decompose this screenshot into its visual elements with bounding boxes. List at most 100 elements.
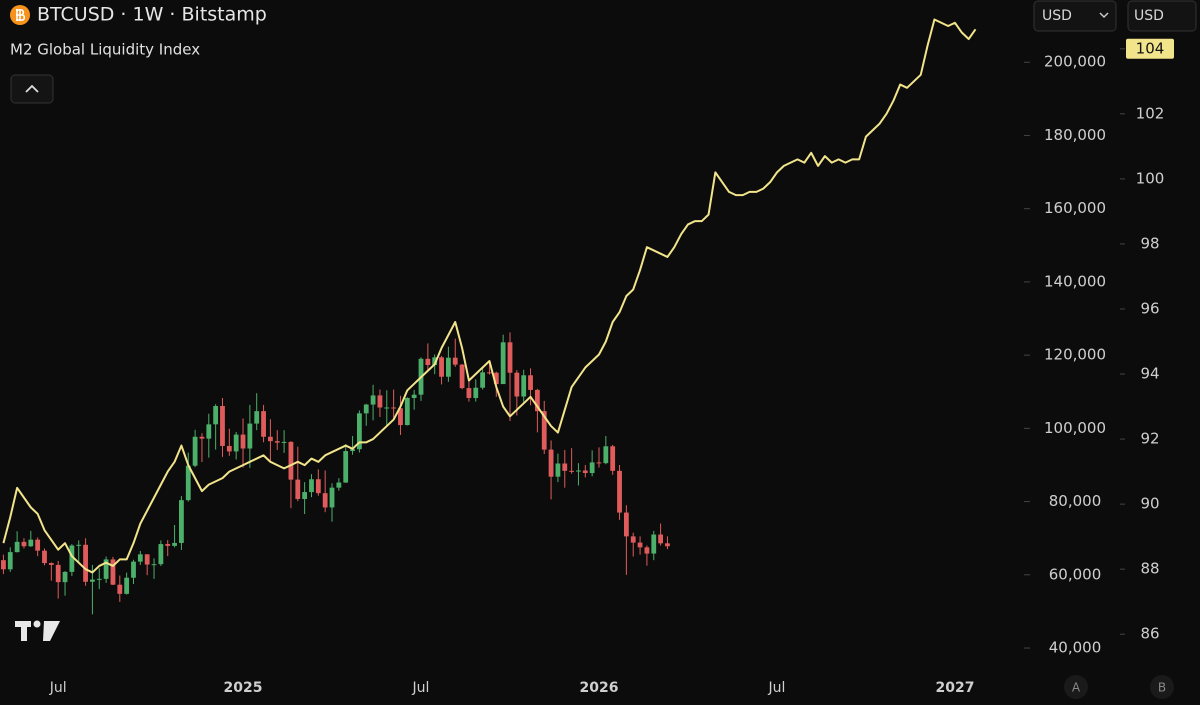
candle-body [507, 342, 513, 373]
candle-body [309, 479, 314, 493]
candle-body [569, 470, 575, 472]
scale-button-label: A [1072, 681, 1081, 695]
y2-tick-label: 90 [1140, 495, 1159, 513]
candle-body [493, 372, 499, 385]
candle-body [391, 407, 397, 409]
value-badge [1126, 38, 1174, 59]
scale-button[interactable] [1064, 675, 1088, 699]
candle-body [206, 424, 212, 439]
candle-body [254, 411, 260, 424]
candle-body [199, 436, 205, 439]
candle-body [42, 550, 47, 564]
candle-body [665, 543, 670, 547]
x-tick-label: Jul [412, 680, 430, 696]
x-tick-label: 2026 [580, 680, 619, 696]
y-tick-label: 160,000 [1044, 199, 1106, 217]
candle-body [7, 552, 13, 570]
candle-body [500, 342, 506, 385]
currency-select[interactable] [1033, 0, 1117, 32]
candle-body [110, 559, 116, 585]
candle-body [117, 584, 123, 594]
candle-body [637, 542, 643, 548]
chevron-up [25, 84, 39, 93]
candle-body [439, 357, 444, 377]
candle-body [343, 451, 349, 483]
y-tick-label: 140,000 [1044, 272, 1106, 290]
y2-tick-label: 94 [1140, 365, 1159, 383]
chevron-down [1099, 12, 1109, 19]
candle-body [350, 449, 355, 452]
y-tick-label: 100,000 [1044, 419, 1106, 437]
candle-body [589, 462, 595, 474]
currency-select[interactable] [1127, 0, 1197, 32]
candle-body [630, 536, 636, 543]
candle-body [480, 372, 486, 388]
candle-body [288, 441, 294, 480]
candle-body [521, 375, 527, 397]
collapse-button[interactable] [10, 74, 54, 104]
y-tick-label: 180,000 [1044, 126, 1106, 144]
x-tick-label: 2027 [935, 680, 974, 696]
candle-body [165, 544, 171, 546]
candle-body [576, 470, 581, 472]
candle-body [1, 560, 6, 570]
candle-body [302, 492, 308, 500]
candle-body [144, 554, 150, 565]
candle-body [514, 372, 520, 397]
candle-body [192, 436, 198, 466]
candle-body [617, 470, 622, 513]
candle-body [28, 539, 34, 547]
candle-body [336, 482, 342, 488]
currency-label: USD [1042, 8, 1072, 24]
scale-button[interactable] [1150, 675, 1174, 699]
candle-body [233, 434, 239, 452]
y2-tick-label: 104 [1136, 39, 1165, 57]
candle-body [610, 446, 616, 471]
candle-body [651, 534, 657, 554]
indicator-line [2, 18, 977, 574]
candle-body [432, 357, 438, 366]
y-tick-label: 60,000 [1049, 565, 1102, 583]
candle-body [466, 388, 472, 398]
candle-body [644, 547, 650, 554]
candle-body [247, 423, 253, 449]
chart-title: BTCUSD · 1W · Bitstamp [37, 4, 267, 26]
candle-body [384, 407, 390, 409]
candle-body [473, 387, 479, 398]
y2-tick-label: 100 [1136, 169, 1165, 187]
candle-body [370, 395, 376, 405]
x-tick-label: 2025 [224, 680, 263, 696]
candle-body [445, 357, 451, 377]
candle-body [90, 579, 95, 582]
candle-body [425, 358, 431, 366]
y-tick-label: 200,000 [1044, 53, 1106, 71]
candle-body [363, 404, 369, 414]
candle-body [281, 441, 287, 443]
candle-body [137, 554, 143, 562]
candle-body [377, 395, 383, 408]
scale-button-label: B [1158, 681, 1166, 695]
candle-body [21, 541, 27, 547]
candle-body [158, 544, 164, 565]
candle-body [14, 541, 20, 553]
candle-body [528, 375, 533, 390]
candle-body [261, 411, 266, 437]
tv-logo [15, 620, 60, 641]
candle-body [315, 479, 321, 494]
candle-body [322, 493, 328, 508]
y-tick-label: 40,000 [1049, 639, 1102, 657]
candle-body [411, 394, 417, 398]
candle-body [220, 406, 225, 446]
candle-body [274, 441, 280, 443]
candle-body [562, 463, 568, 471]
candle-body [103, 559, 109, 579]
y2-tick-label: 98 [1140, 234, 1159, 252]
coin-glyph [16, 9, 26, 21]
candle-body [172, 542, 177, 546]
candle-body [541, 411, 547, 450]
candle-body [295, 479, 301, 500]
candle-body [459, 364, 465, 389]
candle-body [179, 500, 184, 543]
candle-body [83, 544, 88, 582]
